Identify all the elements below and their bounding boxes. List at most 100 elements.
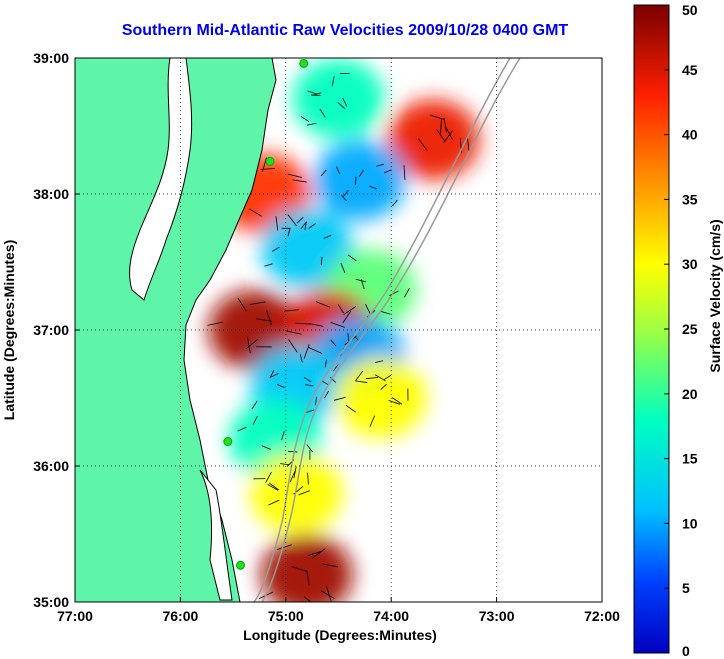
current-vector [271, 372, 279, 378]
current-vector [264, 263, 273, 267]
current-vector [237, 297, 247, 312]
current-vector [307, 472, 309, 485]
current-vector [293, 466, 297, 479]
current-vector [436, 129, 446, 142]
y-tick-label: 36:00 [33, 458, 69, 474]
x-tick-label: 74:00 [373, 608, 409, 624]
current-vector [304, 221, 307, 230]
x-tick-label: 77:00 [57, 608, 93, 624]
colorbar-ticks: 0 5 10 15 20 25 30 35 40 45 50 [664, 2, 698, 659]
current-vector [336, 166, 341, 175]
current-vector [343, 305, 357, 316]
current-vector [289, 470, 296, 483]
current-vector [320, 256, 323, 266]
current-vector [306, 122, 317, 126]
current-vector [466, 136, 470, 152]
current-vector [261, 445, 271, 450]
radar-station [223, 437, 233, 447]
current-vector [251, 400, 258, 410]
colorbar-tick-label: 25 [682, 321, 698, 337]
y-axis-ticks: 39:00 38:00 37:00 36:00 35:00 [33, 50, 80, 610]
current-vector [266, 309, 272, 326]
colorbar-tick-label: 20 [682, 386, 698, 402]
speed-region [313, 140, 406, 221]
current-vector [272, 246, 280, 252]
current-vector [340, 263, 346, 274]
current-vector [369, 415, 376, 427]
colorbar [633, 4, 670, 654]
current-vector [375, 374, 386, 382]
current-vector [308, 323, 324, 327]
current-vector [268, 482, 280, 491]
colorbar-tick-label: 40 [682, 127, 698, 143]
current-vector [403, 165, 406, 180]
current-vector [355, 380, 368, 383]
depth-contour [253, 58, 511, 602]
speed-region [260, 534, 353, 602]
current-vector [355, 370, 364, 381]
radar-station [235, 560, 245, 570]
colorbar-tick-label: 45 [682, 62, 698, 78]
x-axis-label: Longitude (Degrees:Minutes) [243, 627, 437, 643]
current-vector [355, 278, 366, 283]
current-vector [383, 169, 392, 174]
current-vector [323, 234, 332, 240]
x-tick-label: 73:00 [479, 608, 515, 624]
current-vector [299, 354, 303, 363]
current-vector [319, 108, 326, 118]
x-axis-ticks: 77:00 76:00 75:00 74:00 73:00 72:00 [57, 597, 620, 624]
colorbar-tick-label: 0 [682, 643, 690, 659]
current-vector [320, 169, 327, 177]
colorbar-tick-label: 15 [682, 451, 698, 467]
current-vector [375, 360, 384, 363]
current-vector [275, 216, 279, 231]
x-tick-label: 72:00 [584, 608, 620, 624]
current-vector [369, 185, 378, 190]
y-tick-label: 39:00 [33, 50, 69, 66]
current-vector [249, 301, 266, 305]
current-vector [303, 377, 312, 383]
current-vector [286, 330, 302, 335]
current-vector [365, 304, 371, 314]
current-vector [306, 569, 310, 586]
current-vector [280, 463, 290, 466]
current-vector [287, 173, 302, 178]
current-vector [305, 384, 314, 387]
radar-station [299, 58, 309, 68]
y-tick-label: 38:00 [33, 186, 69, 202]
x-tick-label: 75:00 [268, 608, 304, 624]
current-vector [383, 375, 392, 380]
grid-lines [75, 58, 602, 602]
colorbar-tick-label: 50 [682, 2, 698, 18]
chart-title: Southern Mid-Atlantic Raw Velocities 200… [121, 22, 569, 39]
current-vector [330, 322, 346, 328]
current-vector [287, 227, 291, 237]
speed-region [334, 358, 427, 438]
current-vector [267, 484, 279, 491]
radar-stations [223, 58, 309, 570]
current-vector [331, 76, 335, 86]
current-vector [443, 130, 453, 143]
current-vector [404, 287, 410, 298]
current-vector [307, 90, 317, 95]
current-vector [345, 404, 356, 413]
current-vector [320, 590, 335, 599]
current-vector [312, 548, 326, 559]
current-vector [445, 126, 453, 140]
depth-contour [261, 58, 521, 602]
current-vector [303, 344, 310, 359]
current-vector [326, 586, 332, 602]
current-vector [245, 338, 259, 350]
current-vector [342, 97, 348, 107]
current-vector [380, 383, 387, 390]
current-vector [443, 117, 447, 133]
current-vector [281, 430, 285, 441]
current-vector [237, 426, 247, 432]
current-vector [283, 309, 299, 312]
current-vector [305, 409, 315, 413]
current-vector [287, 214, 297, 227]
current-vector [315, 301, 331, 308]
current-vector [429, 114, 445, 120]
current-vector [288, 339, 298, 353]
current-vector [249, 208, 262, 217]
